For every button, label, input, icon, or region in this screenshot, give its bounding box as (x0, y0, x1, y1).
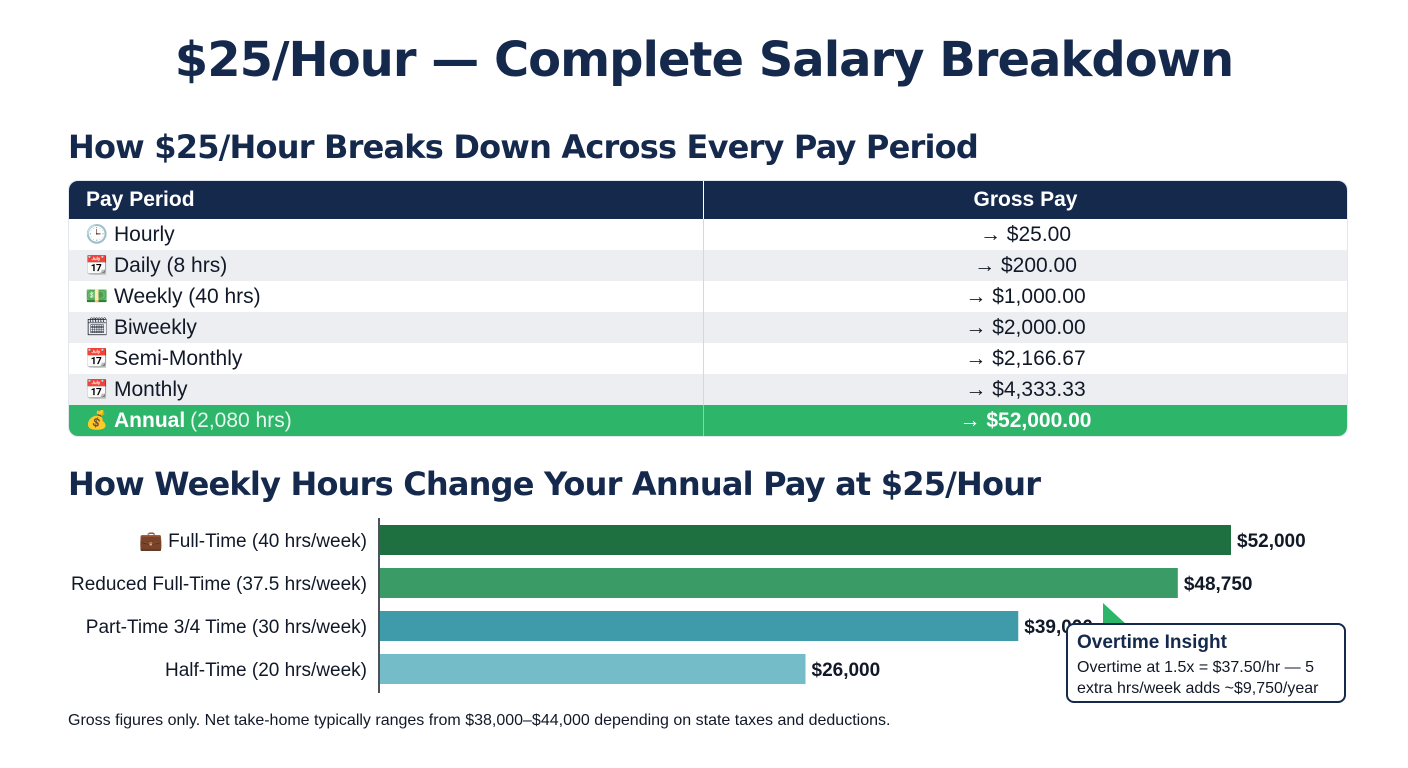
gross-pay-value: → $25.00 (979, 222, 1072, 246)
biweekly-calendar-icon: 🗓 (85, 317, 109, 337)
gross-pay-value: → $200.00 (974, 253, 1077, 277)
header-pay-period: Pay Period (69, 181, 704, 219)
pay-period-label: Hourly (114, 222, 175, 246)
footnote: Gross figures only. Net take-home typica… (68, 712, 891, 729)
table-row: 📆 Monthly → $4,333.33 (69, 374, 1347, 405)
table-row: 📆 Semi-Monthly → $2,166.67 (69, 343, 1347, 374)
bar-1 (380, 568, 1178, 598)
bar-category-label: Part-Time 3/4 Time (30 hrs/week) (86, 617, 367, 638)
bar-0 (380, 525, 1231, 555)
table-body: 🕒 Hourly → $25.00 📆 Daily (8 hrs) → $200.00 💵 W… (69, 219, 1347, 405)
annual-hours: (2,080 hrs) (190, 408, 292, 432)
callout-pointer (1103, 603, 1127, 625)
bar-category-label: 💼 Full-Time (40 hrs/week) (139, 531, 367, 552)
calendar-icon: 📆 (85, 348, 109, 368)
header-gross-pay: Gross Pay (973, 188, 1078, 211)
gross-pay-value: → $1,000.00 (965, 284, 1086, 308)
bar-2 (380, 611, 1019, 641)
pay-period-label: Monthly (114, 377, 188, 401)
pay-period-label: Semi-Monthly (114, 346, 243, 370)
table-header: Pay Period Gross Pay (69, 181, 1347, 219)
bar-category-label: Half-Time (20 hrs/week) (165, 660, 367, 681)
table-row-annual: 💰 Annual (2,080 hrs) → $52,000.00 (69, 405, 1347, 436)
pay-period-label: Weekly (40 hrs) (114, 284, 261, 308)
money-icon: 💵 (85, 286, 109, 306)
chart-title: How Weekly Hours Change Your Annual Pay … (68, 465, 1041, 503)
annual-label: Annual (114, 408, 186, 432)
bar-value-label: $52,000 (1237, 531, 1306, 552)
pay-period-table: Pay Period Gross Pay 🕒 Hourly → $25.00 📆 Dai… (68, 180, 1348, 437)
bar-value-label: $48,750 (1184, 574, 1253, 595)
bar-3 (380, 654, 806, 684)
page-title: $25/Hour — Complete Salary Breakdown (174, 32, 1234, 88)
bar-category-label: Reduced Full-Time (37.5 hrs/week) (71, 574, 367, 595)
overtime-callout: Overtime Insight Overtime at 1.5x = $37.… (1066, 623, 1346, 703)
pay-period-label: Biweekly (114, 315, 197, 339)
pay-period-label: Daily (8 hrs) (114, 253, 228, 277)
table-row: 💵 Weekly (40 hrs) → $1,000.00 (69, 281, 1347, 312)
callout-title: Overtime Insight (1077, 632, 1227, 653)
weekly-hours-bar-chart: 💼 Full-Time (40 hrs/week) $52,000 Reduced … (71, 518, 1306, 693)
bar-value-label: $26,000 (812, 660, 881, 681)
calendar-icon: 📆 (85, 379, 109, 399)
calendar-icon: 📆 (85, 255, 109, 275)
callout-text-line-2: extra hrs/week adds ~$9,750/year (1077, 680, 1319, 697)
gross-pay-value: → $4,333.33 (965, 377, 1086, 401)
table-section-title: How $25/Hour Breaks Down Across Every Pa… (68, 128, 979, 166)
clock-icon: 🕒 (85, 224, 109, 244)
callout-text-line-1: Overtime at 1.5x = $37.50/hr — 5 (1077, 659, 1315, 676)
gross-pay-value: → $2,000.00 (965, 315, 1086, 339)
gross-pay-value: → $2,166.67 (965, 346, 1086, 370)
table-row: 🗓 Biweekly → $2,000.00 (69, 312, 1347, 343)
table-row: 🕒 Hourly → $25.00 (69, 219, 1347, 250)
annual-value: → $52,000.00 (959, 408, 1092, 432)
money-bag-icon: 💰 (85, 410, 109, 430)
table-row: 📆 Daily (8 hrs) → $200.00 (69, 250, 1347, 281)
